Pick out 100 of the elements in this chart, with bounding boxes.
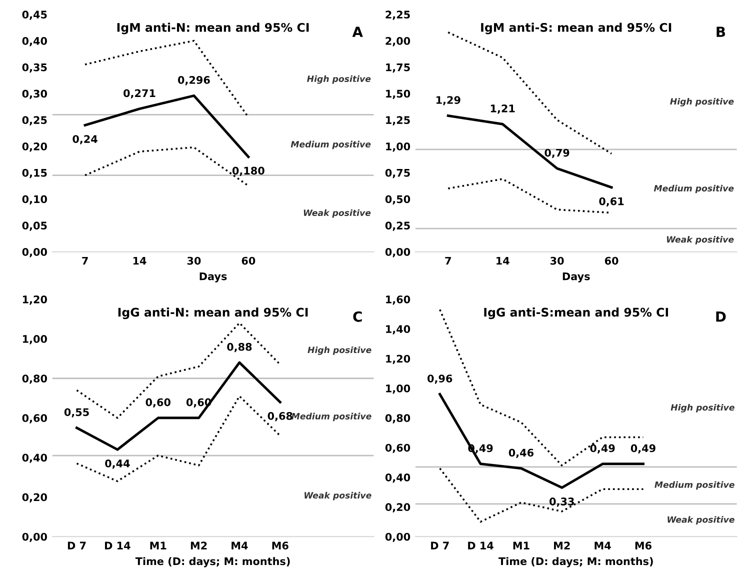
text: High positive [308, 346, 372, 355]
x-tick-label: D 7 [68, 542, 86, 550]
y-tick-label: 0,40 [22, 37, 47, 46]
text: C [353, 311, 362, 322]
y-tick-label: 0,40 [385, 473, 410, 483]
data-label: 0,79 [544, 148, 570, 158]
x-tick-label: M4 [232, 542, 248, 550]
y-tick-label: 0,00 [22, 248, 47, 258]
y-tick-label: 1,40 [386, 325, 410, 334]
text: IgG anti-S:mean and 95% CI [484, 308, 668, 320]
line-series [446, 114, 613, 189]
y-tick-label: 1,00 [386, 384, 410, 394]
data-label: 0,46 [508, 448, 534, 458]
x-tick-label: M1 [513, 542, 530, 550]
x-tick-label: 60 [242, 256, 256, 265]
x-tick-label: 7 [82, 256, 88, 265]
y-tick-label: 0,40 [22, 454, 47, 463]
x-tick-label: M6 [272, 542, 288, 550]
y-tick-label: 1,25 [386, 116, 410, 126]
y-tick-label: 0,05 [22, 222, 47, 231]
x-tick-label: 14 [133, 256, 146, 265]
y-tick-label: 1,20 [386, 354, 410, 364]
y-tick-label: 0,15 [22, 168, 47, 178]
data-label: 0,55 [64, 408, 89, 418]
data-label: 0,271 [124, 89, 156, 98]
text: Medium positive [290, 140, 371, 150]
line-series [84, 40, 250, 118]
y-tick-label: 0,75 [385, 168, 410, 178]
y-tick-label: 0,45 [22, 10, 47, 20]
y-tick-label: 0,25 [22, 116, 47, 126]
y-tick-label: 0,50 [385, 195, 410, 204]
y-tick-label: 0,25 [385, 222, 410, 231]
y-tick-label: 2,00 [386, 37, 410, 46]
data-label: 0,296 [178, 76, 210, 86]
y-tick-label: 0,10 [22, 195, 47, 204]
x-tick-label: 14 [496, 256, 510, 265]
text: Weak positive [666, 236, 734, 244]
annotation: Medium positive [654, 481, 734, 490]
x-tick-label: D 14 [105, 542, 130, 550]
y-tick-label: 0,60 [385, 444, 410, 454]
x-tick-label: M1 [150, 542, 166, 550]
y-tick-label: 1,50 [386, 90, 410, 99]
data-label: 1,29 [436, 96, 460, 106]
x-axis-title: Days [200, 272, 227, 282]
x-tick-label: D 14 [468, 542, 494, 550]
text: Weak positive [304, 209, 371, 218]
data-label: 0,61 [599, 197, 624, 207]
text: High positive [307, 75, 371, 84]
y-tick-label: 1,20 [22, 295, 47, 305]
y-tick-label: 1,60 [386, 295, 410, 305]
data-label: 1,21 [490, 104, 515, 114]
x-tick-label: D 7 [431, 542, 449, 550]
y-tick-label: 0,20 [22, 493, 47, 502]
x-tick-label: M6 [635, 542, 652, 550]
y-tick-label: 0,80 [385, 414, 410, 424]
y-tick-label: 0,00 [22, 532, 47, 542]
text: High positive [670, 98, 734, 106]
y-tick-label: 0,00 [385, 532, 410, 542]
data-label: 0,180 [232, 166, 264, 176]
data-label: 0,60 [146, 398, 170, 408]
text: IgM anti-N: mean and 95% CI [117, 22, 309, 34]
y-tick-label: 1,00 [386, 142, 410, 152]
text: High positive [670, 404, 734, 412]
annotation: Medium positive [292, 412, 372, 422]
data-label: 0,88 [227, 342, 252, 352]
text: A [352, 26, 363, 37]
data-label: 0,49 [590, 444, 615, 454]
y-tick-label: 0,60 [22, 414, 47, 424]
text: D [716, 312, 726, 322]
x-tick-label: 30 [187, 256, 201, 265]
x-tick-label: 30 [550, 256, 564, 265]
data-label: 0,44 [105, 459, 130, 469]
x-tick-label: 60 [604, 256, 618, 265]
x-tick-label: M2 [554, 542, 570, 550]
y-tick-label: 0,20 [22, 142, 47, 152]
data-label: 0,33 [550, 498, 574, 507]
x-axis-title: Days [562, 272, 590, 282]
x-axis-title: Time (D: days; M: months) [498, 557, 653, 568]
text: B [716, 26, 726, 37]
line-series [438, 467, 644, 523]
y-tick-label: 1,75 [386, 64, 410, 73]
text: Weak positive [668, 516, 734, 524]
y-tick-label: 0,20 [385, 503, 410, 512]
text: IgG anti-N: mean and 95% CI [118, 308, 308, 320]
text: Weak positive [304, 492, 372, 500]
y-tick-label: 0,00 [385, 248, 410, 258]
text: Medium positive [654, 184, 734, 194]
y-tick-label: 2,25 [386, 10, 410, 20]
x-tick-label: M4 [594, 542, 611, 550]
data-label: 0,24 [72, 135, 98, 144]
data-label: 0,49 [630, 444, 656, 454]
y-tick-label: 0,80 [22, 374, 47, 384]
x-tick-label: M2 [190, 542, 207, 550]
text: IgM anti-S: mean and 95% CI [481, 22, 672, 34]
y-tick-label: 0,35 [22, 63, 47, 73]
x-tick-label: 7 [445, 256, 451, 265]
x-axis-title: Time (D: days; M: months) [135, 557, 290, 568]
data-label: 0,68 [268, 412, 292, 422]
data-label: 0,96 [428, 374, 452, 384]
y-tick-label: 1,00 [22, 335, 47, 344]
